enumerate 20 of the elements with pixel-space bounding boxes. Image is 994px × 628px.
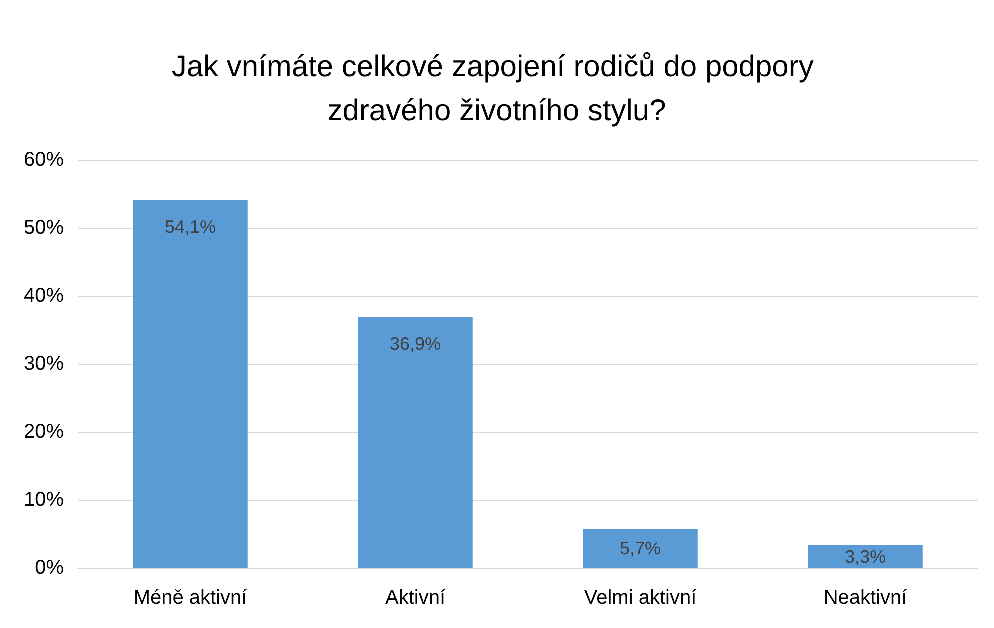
y-tick-label: 40%	[24, 285, 64, 307]
data-label: 54,1%	[164, 217, 216, 238]
bar	[808, 546, 923, 568]
data-label: 36,9%	[390, 334, 442, 354]
y-tick-label: 20%	[24, 421, 64, 443]
x-tick-label: Aktivní	[385, 587, 446, 609]
y-tick-label: 60%	[24, 149, 64, 171]
data-label: 3,3%	[844, 546, 886, 567]
y-tick-label: 30%	[24, 353, 64, 375]
x-tick-label: Velmi aktivní	[584, 587, 698, 609]
x-tick-label: Neaktivní	[824, 587, 908, 609]
chart-title: Jak vnímáte celkové zapojení rodičů do podpory zdravého životního stylu?	[172, 50, 822, 128]
bar	[583, 529, 698, 568]
y-tick-label: 0%	[35, 557, 64, 579]
bar	[358, 317, 473, 568]
y-tick-label: 50%	[24, 217, 64, 239]
x-tick-label: Méně aktivní	[134, 587, 248, 609]
bar	[133, 200, 248, 568]
data-label: 5,7%	[620, 538, 662, 559]
y-tick-label: 10%	[24, 489, 64, 511]
